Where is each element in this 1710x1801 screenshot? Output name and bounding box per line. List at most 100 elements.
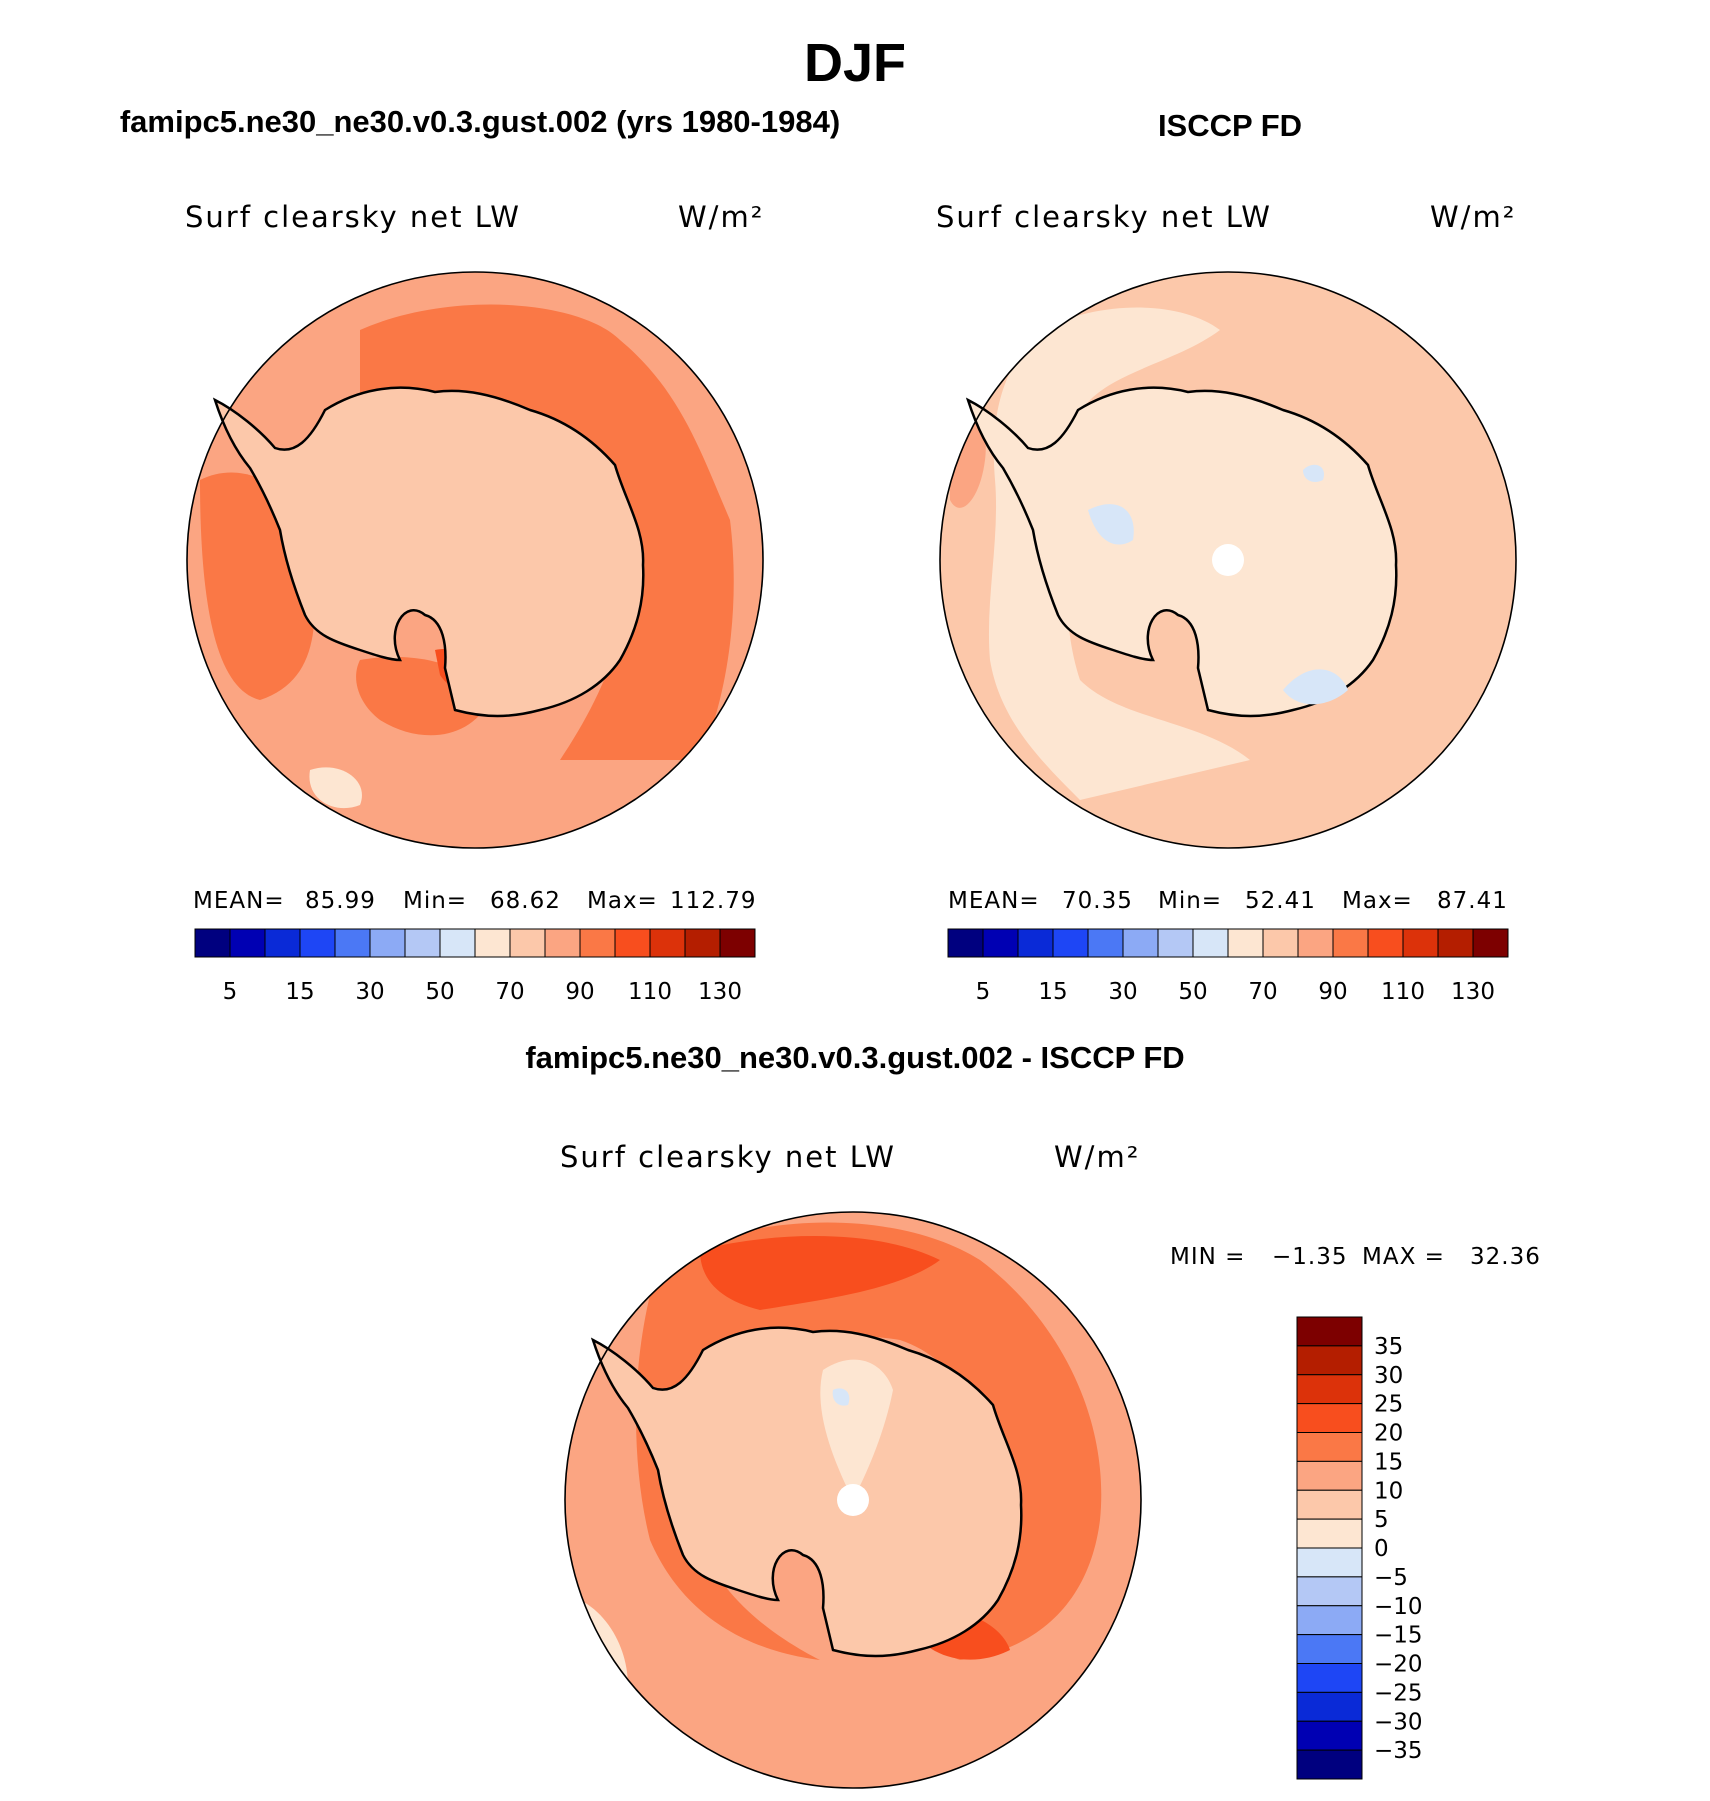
panel2-colorbar-swatch (982, 928, 1019, 958)
panel1-colorbar-swatch (229, 928, 266, 958)
panel2-colorbar-label: 15 (1038, 979, 1067, 1005)
panel2-max-label: Max= (1342, 888, 1413, 914)
difference-colorbar-label: 0 (1374, 1536, 1389, 1562)
difference-colorbar-swatch (1296, 1547, 1363, 1578)
panel1-colorbar-swatch (439, 928, 476, 958)
panel1-colorbar-label: 70 (495, 979, 524, 1005)
difference-colorbar-swatch (1296, 1749, 1363, 1780)
difference-fill-blue-spot (832, 1388, 850, 1406)
panel1-colorbar-label: 15 (285, 979, 314, 1005)
difference-max-value: 32.36 (1470, 1244, 1541, 1270)
panel1-min-label: Min= (403, 888, 468, 914)
difference-min-label: MIN = (1170, 1244, 1246, 1270)
panel1-colorbar-label: 5 (223, 979, 238, 1005)
panel2-colorbar-swatch (1472, 928, 1509, 958)
panel2-colorbar-swatch (1367, 928, 1404, 958)
difference-polar-map (564, 1211, 1142, 1789)
panel1-colorbar-swatch (544, 928, 581, 958)
panel1-mean-value: 85.99 (305, 888, 376, 914)
panel1-colorbar-swatch (719, 928, 756, 958)
panel2-colorbar-swatch (1192, 928, 1229, 958)
panel1-colorbar-swatch (404, 928, 441, 958)
panel1-colorbar-swatch (684, 928, 721, 958)
difference-colorbar-label: −10 (1374, 1594, 1423, 1620)
panel2-mean-value: 70.35 (1062, 888, 1133, 914)
panel2-fill-lighter (988, 307, 1250, 800)
difference-colorbar-swatch (1296, 1605, 1363, 1636)
panel2-fill-blue-east (1283, 669, 1348, 705)
difference-colorbar-swatch (1296, 1403, 1363, 1433)
panel1-colorbar-swatch (579, 928, 616, 958)
difference-colorbar-label: −30 (1374, 1709, 1423, 1735)
difference-colorbar-label: −5 (1374, 1565, 1408, 1591)
difference-colorbar-swatch (1296, 1489, 1363, 1520)
panel2-variable-label: Surf clearsky net LW (936, 200, 1272, 234)
difference-colorbar-swatch (1296, 1374, 1363, 1405)
panel1-map-border (186, 271, 764, 849)
panel2-pole-hole (1212, 544, 1244, 576)
panel2-colorbar-swatch (1052, 928, 1089, 958)
panel2-colorbar-label: 30 (1108, 979, 1137, 1005)
difference-colorbar-swatch (1296, 1432, 1363, 1462)
panel1-colorbar-label: 50 (425, 979, 454, 1005)
panel2-polar-map (939, 271, 1517, 849)
difference-colorbar-swatch (1296, 1576, 1363, 1607)
difference-fill-strong-north (700, 1236, 940, 1310)
panel2-colorbar-label: 110 (1381, 979, 1425, 1005)
panel2-colorbar-swatch (947, 928, 984, 958)
panel1-fill-ring-east (360, 304, 734, 760)
panel2-fill-blue-north (1303, 464, 1324, 482)
panel2-colorbar-label: 5 (976, 979, 991, 1005)
panel2-colorbar-swatch (1017, 928, 1054, 958)
figure-title: DJF (803, 33, 906, 93)
panel1-colorbar-swatch (474, 928, 511, 958)
difference-colorbar-label: 15 (1374, 1449, 1403, 1475)
panel2-mean-label: MEAN= (948, 888, 1040, 914)
panel2-colorbar-swatch (1227, 928, 1264, 958)
panel1-colorbar-swatch (299, 928, 336, 958)
difference-colorbar-label: 30 (1374, 1363, 1403, 1389)
difference-colorbar-label: −20 (1374, 1652, 1423, 1678)
panel2-colorbar-label: 70 (1248, 979, 1277, 1005)
panel1-colorbar-swatch (264, 928, 301, 958)
difference-colorbar-swatch (1296, 1663, 1363, 1693)
panel2-colorbar-label: 50 (1178, 979, 1207, 1005)
difference-min-value: −1.35 (1272, 1244, 1348, 1270)
panel2-colorbar-label: 90 (1318, 979, 1347, 1005)
difference-colorbar-swatch (1296, 1460, 1363, 1491)
difference-colorbar-label: −15 (1374, 1623, 1423, 1649)
panel1-colorbar: 5 15 30 50 70 90 110 130 (194, 928, 756, 1005)
difference-map-border (564, 1211, 1142, 1789)
panel1-max-label: Max= (587, 888, 658, 914)
panel2-units-label: W/m² (1430, 200, 1517, 234)
panel1-min-value: 68.62 (490, 888, 561, 914)
panel1-colorbar-label: 110 (628, 979, 672, 1005)
panel2-colorbar-swatch (1262, 928, 1299, 958)
difference-colorbar-label: −35 (1374, 1738, 1423, 1764)
difference-variable-label: Surf clearsky net LW (560, 1140, 896, 1174)
difference-colorbar-label: 5 (1374, 1507, 1389, 1533)
difference-colorbar-swatch (1296, 1345, 1363, 1376)
panel1-variable-label: Surf clearsky net LW (185, 200, 521, 234)
difference-colorbar-label: 10 (1374, 1478, 1403, 1504)
panel2-max-value: 87.41 (1437, 888, 1508, 914)
panel1-colorbar-swatch (614, 928, 651, 958)
panel1-title: famipc5.ne30_ne30.v0.3.gust.002 (yrs 198… (119, 104, 841, 139)
panel2-colorbar-swatch (1122, 928, 1159, 958)
panel2-min-label: Min= (1158, 888, 1223, 914)
panel1-colorbar-label: 30 (355, 979, 384, 1005)
panel1-mean-label: MEAN= (193, 888, 285, 914)
difference-colorbar-swatch (1296, 1518, 1363, 1549)
panel1-colorbar-label: 90 (565, 979, 594, 1005)
panel2-colorbar: 5 15 30 50 70 90 110 130 (947, 928, 1509, 1005)
panel2-colorbar-swatch (1437, 928, 1474, 958)
difference-colorbar-swatch (1296, 1720, 1363, 1751)
panel1-colorbar-label: 130 (698, 979, 742, 1005)
panel1-colorbar-swatch (334, 928, 371, 958)
panel2-colorbar-swatch (1332, 928, 1369, 958)
panel1-colorbar-swatch (509, 928, 546, 958)
difference-colorbar-swatch (1296, 1634, 1363, 1664)
difference-max-label: MAX = (1362, 1244, 1445, 1270)
